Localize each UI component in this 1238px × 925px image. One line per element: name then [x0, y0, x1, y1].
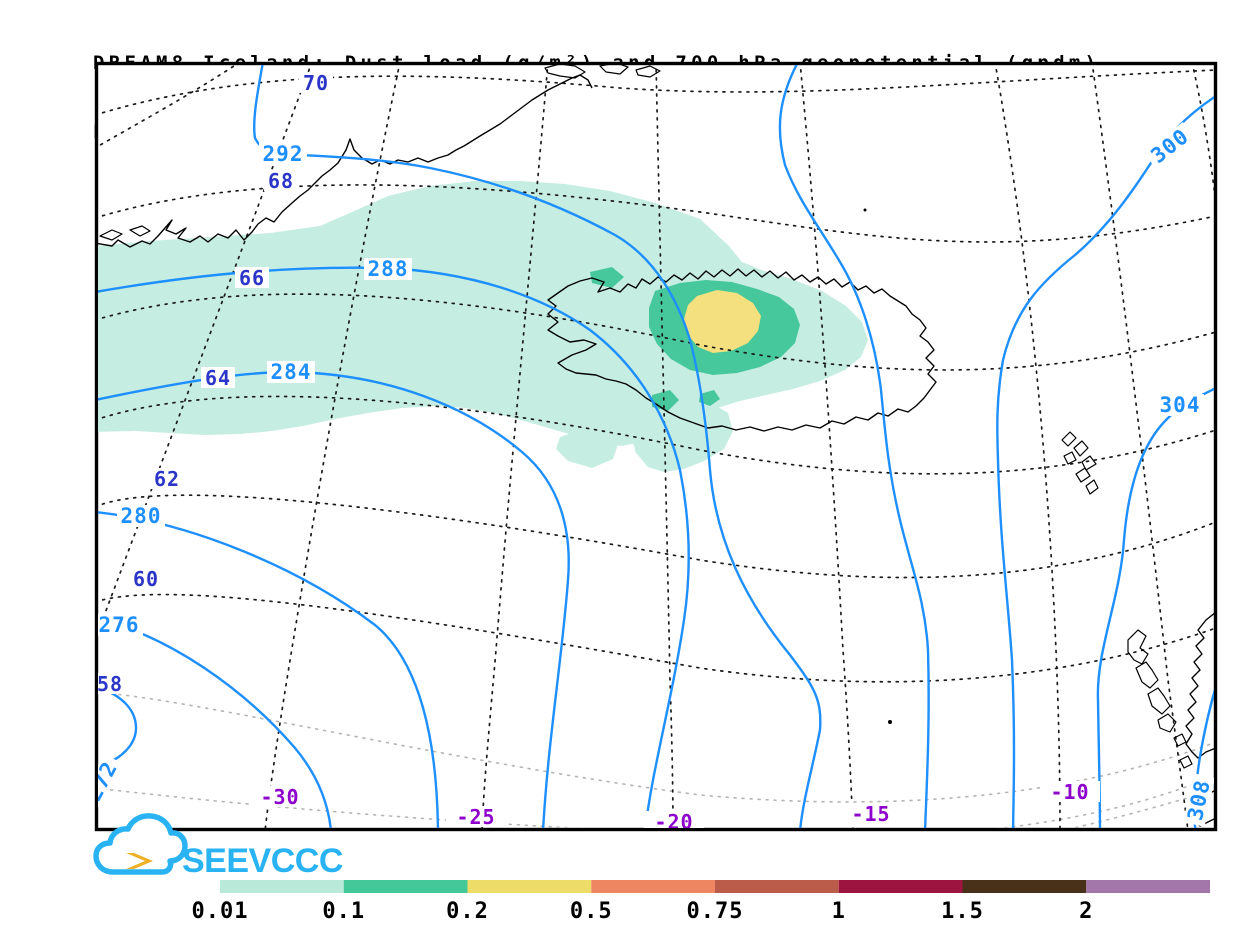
lat-label-66: 66: [239, 266, 265, 290]
lon-label--15: -15: [851, 802, 890, 826]
legend-label-7: 2: [1079, 899, 1093, 924]
lat-label-68: 68: [268, 169, 294, 193]
logo-cloud-icon: [93, 813, 188, 875]
contour-label-276: 276: [99, 613, 140, 637]
legend-label-4: 0.75: [687, 899, 744, 924]
contour-label-280: 280: [121, 504, 162, 528]
greenland-islands: [99, 65, 661, 241]
legend-swatch-1: [343, 880, 468, 893]
legend-swatch-7: [1086, 880, 1210, 893]
dust-area-medium-nw: [590, 267, 624, 288]
contour-label-292: 292: [263, 142, 304, 166]
graticule-meridians: [98, 65, 1214, 828]
longitude-labels: -30 -25 -20 -15 -10: [250, 780, 1100, 834]
contour-label-284: 284: [271, 360, 312, 384]
dust-area-medium-se: [699, 390, 720, 406]
lat-label-64: 64: [205, 366, 231, 390]
lon-label--25: -25: [456, 805, 495, 829]
contour-label-288: 288: [368, 257, 409, 281]
legend-swatch-0: [220, 880, 344, 893]
legend-swatch-3: [591, 880, 715, 893]
lat-label-58: 58: [97, 672, 123, 696]
latitude-labels: 70 68 66 64 62 60 58: [97, 71, 333, 696]
legend-swatch-4: [715, 880, 839, 893]
scotland-hebrides: [1127, 629, 1193, 769]
lat-label-60: 60: [133, 567, 159, 591]
legend-label-6: 1.5: [941, 899, 984, 924]
legend-swatch-5: [838, 880, 963, 893]
small-islet: [888, 720, 892, 724]
dust-legend: 0.01 0.1 0.2 0.5 0.75 1 1.5 2: [192, 880, 1210, 924]
legend-label-2: 0.2: [446, 899, 489, 924]
geopotential-contours: [98, 65, 1214, 828]
coastlines: [98, 65, 1214, 827]
lon-label--30: -30: [260, 785, 299, 809]
lat-label-62: 62: [154, 467, 180, 491]
greenland-coast: [98, 74, 593, 248]
legend-swatch-6: [962, 880, 1087, 893]
contour-label-304: 304: [1160, 393, 1201, 417]
dust-area-light-southwest: [556, 429, 618, 468]
logo-text: SEEVCCC: [182, 842, 343, 880]
logo-arrow-icon: [126, 853, 153, 869]
iceland-coast: [547, 268, 937, 432]
legend-label-5: 1: [832, 899, 846, 924]
small-islet-2: [863, 208, 867, 212]
lon-label--20: -20: [654, 810, 693, 834]
legend-swatch-2: [467, 880, 592, 893]
dust-area-heavy: [684, 290, 761, 353]
legend-label-3: 0.5: [570, 899, 613, 924]
lat-label-70: 70: [303, 71, 329, 95]
faroe-islands: [1061, 431, 1099, 495]
seevccc-logo: SEEVCCC: [93, 813, 343, 880]
legend-label-0: 0.01: [192, 899, 249, 924]
lon-label--10: -10: [1050, 780, 1089, 804]
legend-label-1: 0.1: [322, 899, 365, 924]
